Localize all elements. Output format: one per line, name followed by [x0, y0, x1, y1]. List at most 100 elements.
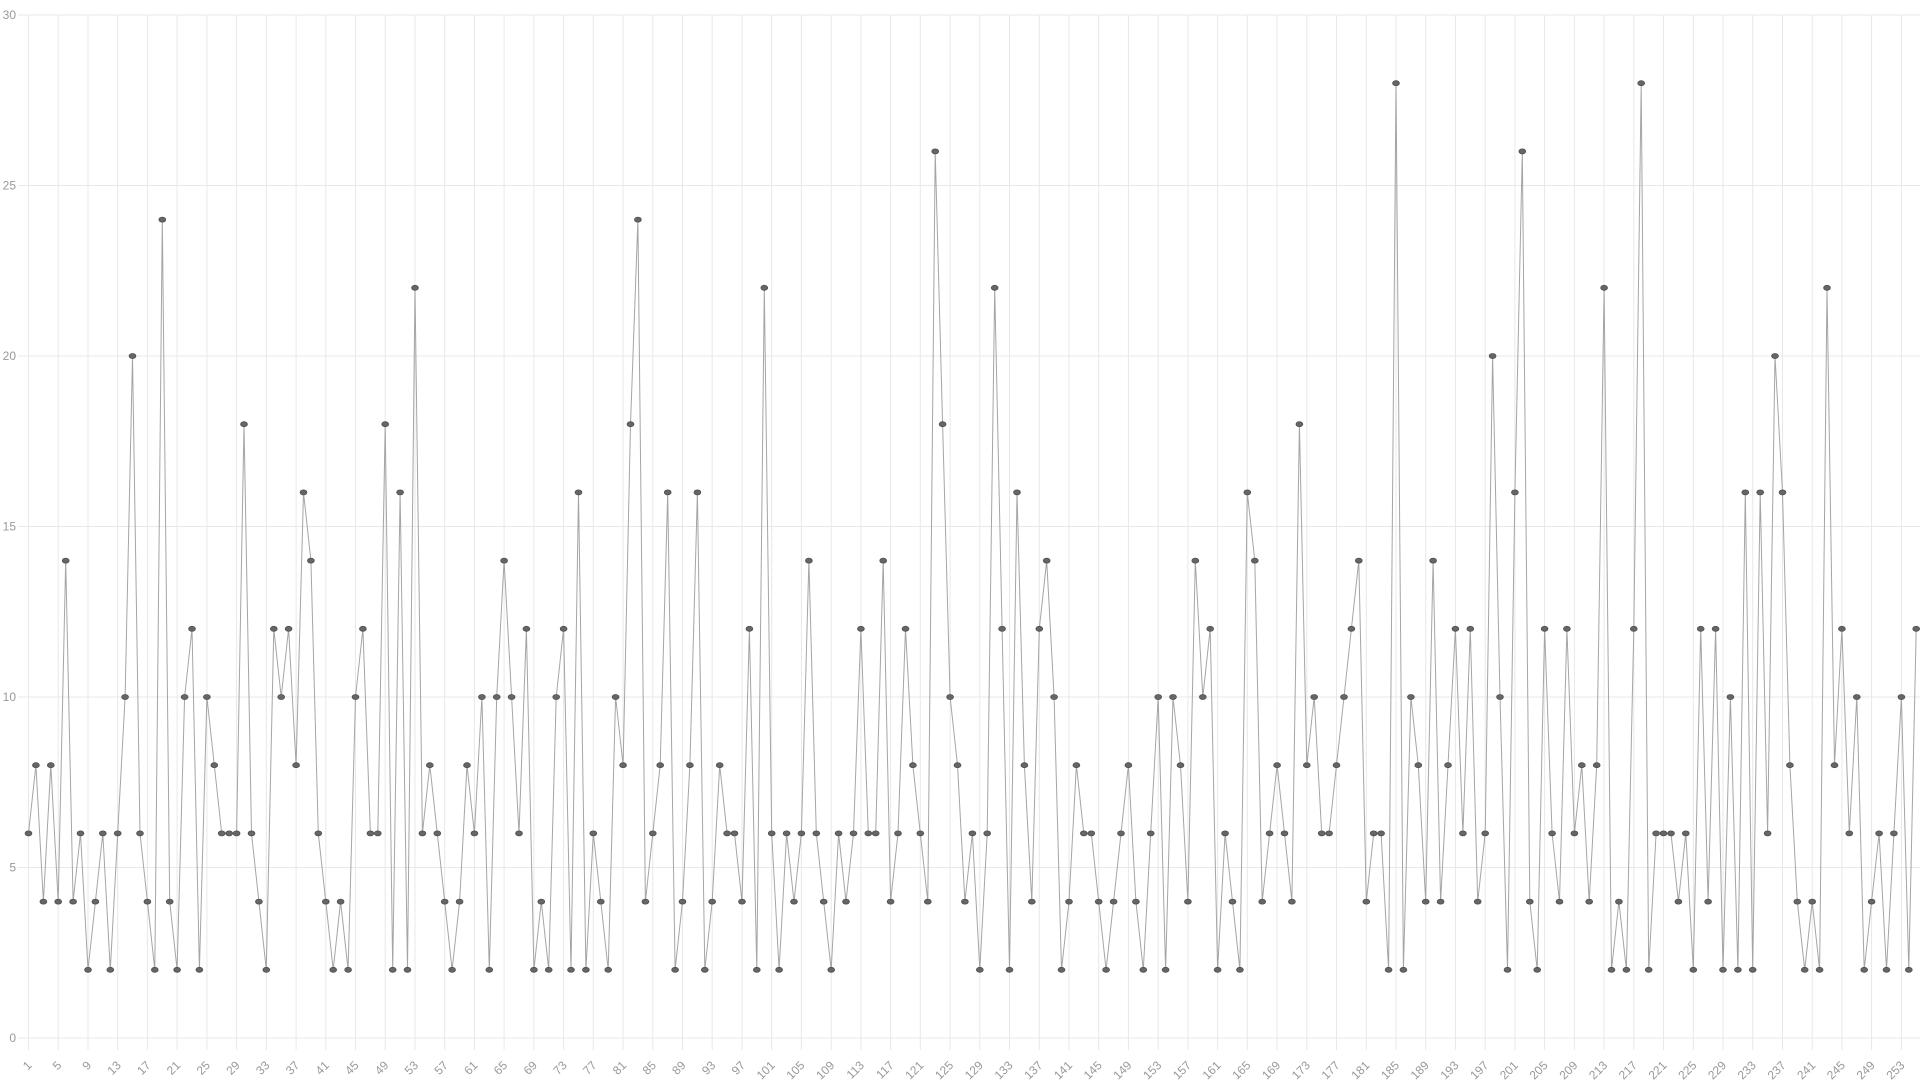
data-point	[269, 625, 278, 632]
data-point	[396, 489, 404, 496]
data-point	[1347, 625, 1356, 632]
data-point	[938, 421, 947, 428]
data-point	[693, 489, 702, 496]
data-point	[485, 966, 494, 973]
data-point	[188, 625, 196, 632]
data-point	[173, 966, 181, 973]
data-point	[106, 966, 115, 973]
data-point	[1481, 830, 1489, 837]
x-tick-label: 205	[1527, 1058, 1551, 1080]
data-point	[1853, 694, 1861, 700]
data-point	[700, 966, 709, 973]
data-point	[329, 966, 338, 973]
x-tick-label: 129	[962, 1058, 986, 1080]
data-point	[990, 284, 999, 291]
data-point	[857, 625, 865, 632]
data-point	[1823, 284, 1831, 291]
data-point	[1057, 966, 1066, 973]
data-point	[648, 830, 657, 837]
data-point	[321, 898, 330, 905]
x-tick-label: 225	[1675, 1058, 1699, 1080]
x-tick-label: 93	[699, 1058, 719, 1078]
data-point	[522, 625, 531, 632]
data-point	[448, 966, 456, 973]
data-point	[530, 966, 538, 973]
x-tick-label: 53	[402, 1058, 422, 1078]
data-point	[381, 421, 390, 428]
x-tick-label: 1	[20, 1058, 35, 1073]
x-tick-label: 33	[253, 1058, 273, 1078]
data-point	[136, 830, 144, 837]
data-point	[247, 830, 256, 837]
x-tick-label: 61	[461, 1058, 481, 1078]
x-tick-label: 101	[754, 1058, 778, 1080]
x-tick-label: 117	[873, 1058, 897, 1080]
data-point	[1295, 421, 1304, 428]
data-point	[671, 966, 679, 973]
data-point	[165, 898, 174, 905]
x-tick-label: 237	[1765, 1058, 1789, 1080]
data-point	[1540, 625, 1549, 632]
data-point	[1578, 762, 1586, 769]
data-point	[537, 898, 546, 905]
data-point	[507, 694, 516, 700]
data-point	[1265, 830, 1274, 837]
x-tick-label: 233	[1735, 1058, 1759, 1080]
data-point	[1384, 966, 1393, 973]
x-tick-label: 37	[283, 1058, 303, 1078]
data-point	[1711, 625, 1720, 632]
data-point	[1890, 830, 1898, 837]
x-tick-label: 9	[79, 1058, 94, 1073]
data-point	[1533, 966, 1541, 973]
data-point	[1050, 694, 1058, 700]
data-point	[1630, 625, 1638, 632]
x-tick-label: 209	[1556, 1058, 1580, 1080]
data-point	[76, 830, 85, 837]
data-point	[1355, 557, 1363, 564]
data-point	[1607, 966, 1616, 973]
x-tick-label: 181	[1348, 1058, 1372, 1080]
data-point	[210, 762, 219, 769]
data-point	[1228, 898, 1237, 905]
data-point	[1139, 966, 1148, 973]
data-point	[1637, 80, 1645, 87]
data-point	[886, 898, 895, 905]
data-point	[299, 489, 308, 496]
data-point	[953, 762, 962, 769]
data-point	[641, 898, 650, 905]
data-point	[388, 966, 397, 973]
data-point	[336, 898, 345, 905]
data-point	[663, 489, 672, 496]
data-point	[1221, 830, 1229, 837]
x-tick-label: 173	[1289, 1058, 1313, 1080]
x-tick-label: 41	[313, 1058, 333, 1078]
data-point	[1280, 830, 1289, 837]
data-point	[1674, 898, 1683, 905]
data-point	[1065, 898, 1073, 905]
data-point	[1429, 557, 1437, 564]
x-tick-label: 29	[223, 1058, 243, 1078]
data-point	[54, 898, 62, 905]
data-point	[708, 898, 716, 905]
data-point	[1748, 966, 1757, 973]
x-tick-label: 241	[1794, 1058, 1818, 1080]
data-point	[1369, 830, 1378, 837]
data-point	[1778, 489, 1787, 496]
data-point	[1912, 625, 1920, 632]
data-point	[678, 898, 687, 905]
data-point	[1585, 898, 1593, 905]
data-point	[1860, 966, 1868, 973]
data-point	[849, 830, 858, 837]
data-point	[1808, 898, 1816, 905]
x-tick-label: 77	[580, 1058, 600, 1078]
data-point	[307, 557, 315, 564]
x-tick-label: 105	[783, 1058, 807, 1080]
x-tick-label: 109	[813, 1058, 837, 1080]
data-point	[1756, 489, 1764, 496]
data-point	[262, 966, 271, 973]
x-tick-label: 121	[902, 1058, 926, 1080]
data-point	[500, 557, 508, 564]
data-point	[1496, 694, 1504, 700]
data-point	[440, 898, 449, 905]
